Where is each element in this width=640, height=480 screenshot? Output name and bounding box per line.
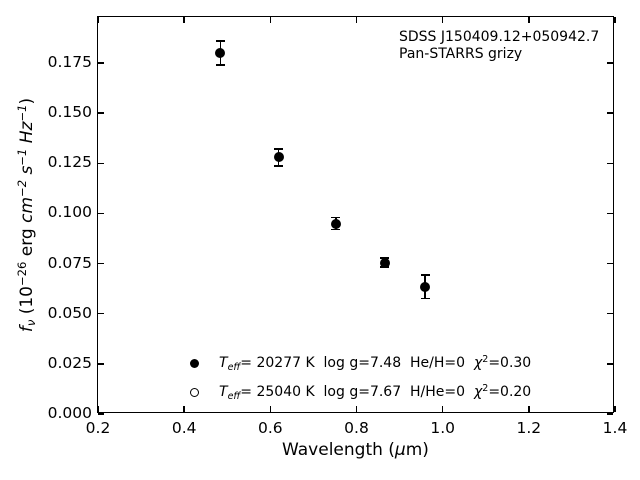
- y-tick-mark-right: [607, 212, 613, 215]
- x-tick-mark-bottom: [355, 406, 358, 412]
- text-segment: erg: [17, 222, 37, 262]
- error-bar-cap-bottom: [331, 228, 341, 231]
- y-tick-mark-right: [607, 112, 613, 114]
- y-tick-mark-left: [98, 262, 104, 265]
- error-bar-cap-top: [215, 40, 225, 42]
- x-tick-label: 0.4: [171, 419, 197, 437]
- y-tick-mark-left: [98, 312, 104, 315]
- y-tick-mark-right: [607, 162, 613, 165]
- text-segment: = 20277 K log g=7.48 He/H=0: [240, 355, 474, 371]
- x-tick-mark-bottom: [269, 406, 272, 412]
- data-point-marker: [420, 281, 430, 292]
- y-tick-mark-right: [607, 312, 613, 315]
- y-axis-label: fν (10−26 erg cm−2 s−1 Hz−1): [14, 0, 43, 445]
- error-bar-cap-top: [331, 216, 341, 219]
- source-annotation: SDSS J150409.12+050942.7 Pan-STARRS griz…: [399, 29, 599, 62]
- text-segment: eff: [227, 361, 241, 373]
- text-segment: χ: [473, 384, 483, 400]
- x-tick-label: 1.2: [516, 419, 542, 437]
- y-tick-label: 0.175: [47, 53, 92, 72]
- legend-filled-circle-icon: [190, 358, 199, 368]
- annotation-object-name: SDSS J150409.12+050942.7: [399, 29, 600, 45]
- y-tick-mark-left: [98, 363, 104, 365]
- text-segment: −1: [14, 104, 29, 122]
- text-segment: χ: [473, 355, 483, 371]
- legend-entry: Teff= 20277 K log g=7.48 He/H=0 χ2=0.30: [190, 353, 531, 373]
- y-tick-label: 0.000: [47, 404, 92, 422]
- legend-entry-label: Teff= 25040 K log g=7.67 H/He=0 χ2=0.20: [219, 382, 532, 402]
- text-segment: =0.20: [488, 384, 532, 400]
- x-tick-mark-top: [355, 17, 358, 23]
- y-tick-mark-right: [607, 413, 613, 415]
- data-point-marker: [273, 152, 284, 163]
- x-tick-mark-top: [97, 17, 99, 23]
- x-tick-mark-top: [528, 17, 530, 23]
- y-tick-mark-left: [98, 413, 104, 415]
- x-tick-label: 0.6: [258, 419, 283, 437]
- text-segment: cm: [17, 196, 37, 223]
- text-segment: [17, 143, 37, 148]
- text-segment: −26: [14, 261, 29, 287]
- y-tick-label: 0.100: [47, 203, 92, 222]
- legend-open-circle-icon: [190, 387, 199, 397]
- x-tick-mark-bottom: [183, 406, 185, 412]
- y-tick-mark-left: [98, 62, 104, 64]
- x-tick-mark-bottom: [614, 406, 616, 412]
- x-tick-mark-bottom: [441, 406, 444, 412]
- text-segment: Wavelength (: [282, 440, 395, 460]
- text-segment: μ: [394, 440, 406, 460]
- data-point-marker: [379, 257, 390, 268]
- error-bar-cap-bottom: [215, 64, 225, 66]
- x-tick-mark-bottom: [528, 406, 530, 412]
- text-segment: f: [17, 326, 37, 333]
- y-tick-mark-right: [607, 363, 613, 365]
- error-bar-cap-top: [274, 148, 284, 150]
- x-tick-mark-top: [183, 17, 185, 23]
- x-tick-label: 0.2: [85, 419, 111, 437]
- x-tick-mark-top: [614, 17, 616, 23]
- data-point-marker: [330, 218, 341, 229]
- text-segment: ν: [24, 319, 39, 327]
- plot-area: SDSS J150409.12+050942.7 Pan-STARRS griz…: [48, 16, 627, 437]
- error-bar-cap-top: [420, 274, 430, 276]
- text-segment: s: [17, 165, 37, 175]
- text-segment: =0.30: [488, 355, 532, 371]
- text-segment: (10: [17, 286, 37, 320]
- error-bar-cap-bottom: [274, 164, 284, 167]
- x-tick-mark-bottom: [97, 406, 99, 412]
- text-segment: eff: [227, 390, 241, 402]
- y-tick-label: 0.150: [47, 103, 92, 122]
- x-tick-label: 1.0: [430, 419, 455, 437]
- y-tick-mark-right: [607, 62, 613, 64]
- text-segment: T: [219, 384, 228, 400]
- legend-entry-label: Teff= 20277 K log g=7.48 He/H=0 χ2=0.30: [219, 353, 532, 373]
- x-tick-label: 0.8: [344, 419, 369, 437]
- y-tick-mark-left: [98, 162, 104, 165]
- y-tick-label: 0.050: [47, 303, 92, 322]
- x-axis-label: Wavelength (μm): [97, 440, 614, 460]
- x-tick-mark-top: [269, 17, 272, 23]
- annotation-survey-name: Pan-STARRS grizy: [399, 45, 523, 62]
- x-tick-mark-top: [441, 17, 444, 23]
- text-segment: Hz: [17, 121, 37, 144]
- x-tick-label: 1.4: [602, 419, 628, 437]
- text-segment: 2: [482, 353, 489, 365]
- y-tick-mark-right: [607, 262, 613, 265]
- text-segment: = 25040 K log g=7.67 H/He=0: [240, 384, 474, 400]
- error-bar-cap-bottom: [420, 297, 430, 300]
- legend-entry: Teff= 25040 K log g=7.67 H/He=0 χ2=0.20: [190, 382, 531, 402]
- y-tick-label: 0.125: [47, 153, 92, 172]
- text-segment: m): [405, 440, 429, 460]
- text-segment: 2: [482, 382, 489, 394]
- y-tick-mark-left: [98, 112, 104, 114]
- y-tick-mark-left: [98, 212, 104, 215]
- text-segment: −2: [14, 179, 29, 197]
- y-tick-label: 0.075: [47, 253, 92, 272]
- y-tick-label: 0.025: [47, 353, 92, 372]
- data-point-marker: [215, 48, 226, 59]
- text-segment: T: [219, 355, 228, 371]
- text-segment: −1: [14, 148, 29, 166]
